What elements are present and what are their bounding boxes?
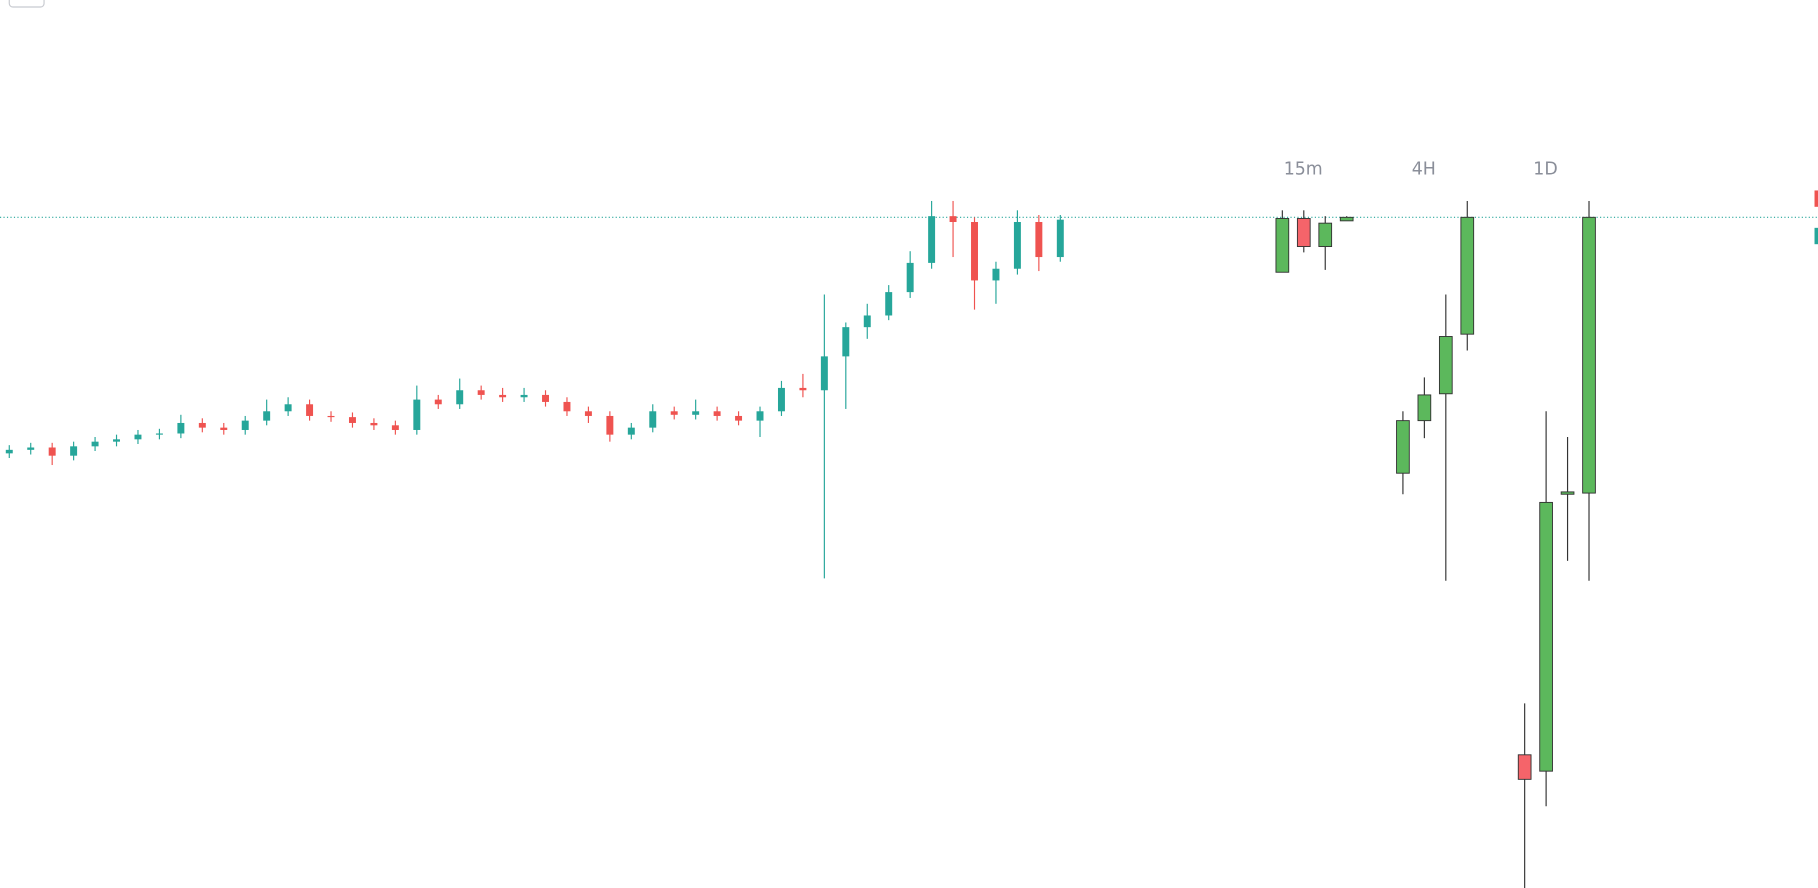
candle-body xyxy=(799,387,807,391)
candle-body xyxy=(220,427,228,430)
candle-body xyxy=(777,387,785,412)
candle-body xyxy=(370,422,378,426)
candle-body xyxy=(692,411,700,415)
candle-body xyxy=(520,394,528,398)
candle-body xyxy=(499,394,507,398)
candle-body xyxy=(563,401,571,412)
candle-body xyxy=(1460,216,1475,335)
candle-body xyxy=(1517,754,1532,780)
candle-body xyxy=(713,411,721,416)
panel-label: 4H xyxy=(1412,159,1436,179)
candle-body xyxy=(263,411,271,421)
candle-body xyxy=(949,216,957,222)
candle-body xyxy=(113,439,121,442)
candle-body xyxy=(134,434,142,440)
candle-body xyxy=(198,422,206,428)
candle-body xyxy=(241,420,249,430)
candle-body xyxy=(1396,420,1410,474)
candle-body xyxy=(177,422,185,434)
candle-body xyxy=(1417,394,1432,422)
candle-body xyxy=(477,390,485,395)
candle-body xyxy=(842,327,850,357)
candle-body xyxy=(70,446,78,456)
panel-label: 1D xyxy=(1533,159,1557,179)
candle-body xyxy=(928,216,936,263)
candle-body xyxy=(820,356,828,391)
candle-body xyxy=(48,447,56,456)
candle-body xyxy=(1296,218,1311,248)
candle-body xyxy=(756,411,764,421)
candle-body xyxy=(27,447,35,450)
candle-body xyxy=(413,399,421,430)
candle-body xyxy=(1056,219,1064,258)
scale-marker xyxy=(1814,190,1818,207)
candle-body xyxy=(584,411,592,416)
candle-body xyxy=(391,425,399,430)
candle-body xyxy=(155,433,163,435)
candle-body xyxy=(1318,222,1333,248)
candle-body xyxy=(1339,216,1354,222)
candle-body xyxy=(1438,336,1453,395)
candle-body xyxy=(1560,491,1575,495)
candle-body xyxy=(1539,501,1553,772)
candle-body xyxy=(1582,216,1596,494)
toolbar-button[interactable] xyxy=(8,0,45,8)
candle-body xyxy=(971,222,978,281)
candle-body xyxy=(284,404,292,412)
candle-body xyxy=(735,415,743,421)
candle-body xyxy=(627,427,635,435)
candle-body xyxy=(348,417,356,423)
candle-body xyxy=(670,411,678,415)
candle-body xyxy=(1035,222,1043,258)
candle-body xyxy=(5,449,13,454)
candle-body xyxy=(992,268,1000,281)
candle-body xyxy=(1275,218,1290,273)
candle-body xyxy=(456,390,464,405)
candle-body xyxy=(1013,222,1021,269)
candle-body xyxy=(885,292,893,316)
panel-label: 15m xyxy=(1284,159,1323,179)
candle-body xyxy=(327,415,335,418)
candle-body xyxy=(434,399,442,405)
candle-body xyxy=(306,404,314,416)
candle-body xyxy=(906,262,914,293)
candle-body xyxy=(649,411,657,428)
candle-body xyxy=(542,394,549,402)
candle-body xyxy=(863,315,871,328)
scale-marker xyxy=(1814,227,1818,245)
candle-body xyxy=(91,441,99,447)
candle-body xyxy=(606,415,614,435)
